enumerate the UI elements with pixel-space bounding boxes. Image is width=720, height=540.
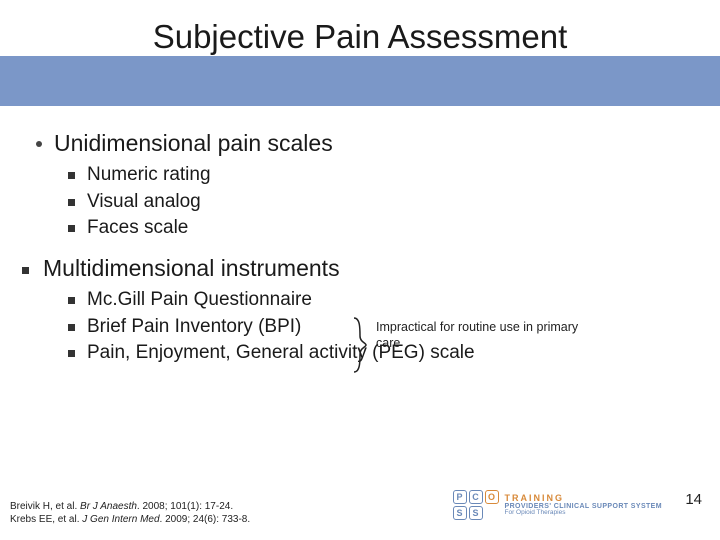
logo-cell: C <box>469 490 483 504</box>
list-item: Mc.Gill Pain Questionnaire <box>68 288 686 313</box>
logo-text: TRAINING PROVIDERS' CLINICAL SUPPORT SYS… <box>505 494 663 517</box>
logo-line3: For Opioid Therapies <box>505 510 663 517</box>
bullet-square-icon <box>68 225 75 232</box>
ref-journal: J Gen Intern Med <box>82 514 159 525</box>
bullet-square-icon <box>68 199 75 206</box>
references: Breivik H, et al. Br J Anaesth. 2008; 10… <box>10 501 250 526</box>
bullet-square-icon <box>68 350 75 357</box>
ref-prefix: Breivik H, et al. <box>10 501 80 512</box>
bullet-square-icon <box>68 172 75 179</box>
logo-line1: TRAINING <box>505 494 663 503</box>
logo-cell: O <box>485 490 499 504</box>
reference-line: Krebs EE, et al. J Gen Intern Med. 2009;… <box>10 514 250 527</box>
bullet-square-icon <box>22 267 29 274</box>
item-text: Mc.Gill Pain Questionnaire <box>87 288 312 313</box>
bullet-square-icon <box>68 297 75 304</box>
ref-prefix: Krebs EE, et al. <box>10 514 82 525</box>
section-label: Unidimensional pain scales <box>54 130 333 157</box>
ref-suffix: . 2008; 101(1): 17-24. <box>137 501 233 512</box>
item-text: Faces scale <box>87 216 188 241</box>
title-band <box>0 56 720 106</box>
unidimensional-items: Numeric rating Visual analog Faces scale <box>68 163 686 241</box>
logo-cell: P <box>453 490 467 504</box>
item-text: Numeric rating <box>87 163 211 188</box>
list-item: Faces scale <box>68 216 686 241</box>
slide-title: Subjective Pain Assessment <box>0 18 720 56</box>
ref-suffix: . 2009; 24(6): 733-8. <box>160 514 251 525</box>
ref-journal: Br J Anaesth <box>80 501 137 512</box>
list-item: Visual analog <box>68 190 686 215</box>
page-number: 14 <box>685 491 702 508</box>
section-header-row: Multidimensional instruments <box>36 255 686 282</box>
bullet-square-icon <box>68 324 75 331</box>
bullet-dot-icon <box>36 141 42 147</box>
pcss-logo: P C O S S TRAINING PROVIDERS' CLINICAL S… <box>453 490 663 520</box>
logo-cell: S <box>453 506 467 520</box>
item-text: Brief Pain Inventory (BPI) <box>87 315 301 340</box>
list-item: Numeric rating <box>68 163 686 188</box>
bracket-note: Impractical for routine use in primary c… <box>376 320 596 351</box>
item-text: Visual analog <box>87 190 201 215</box>
logo-grid-icon: P C O S S <box>453 490 499 520</box>
reference-line: Breivik H, et al. Br J Anaesth. 2008; 10… <box>10 501 250 514</box>
logo-cell: S <box>469 506 483 520</box>
logo-cell-empty <box>485 506 499 520</box>
curly-bracket-icon <box>352 316 368 374</box>
section-label: Multidimensional instruments <box>43 255 340 282</box>
section-unidimensional: Unidimensional pain scales <box>36 130 686 157</box>
